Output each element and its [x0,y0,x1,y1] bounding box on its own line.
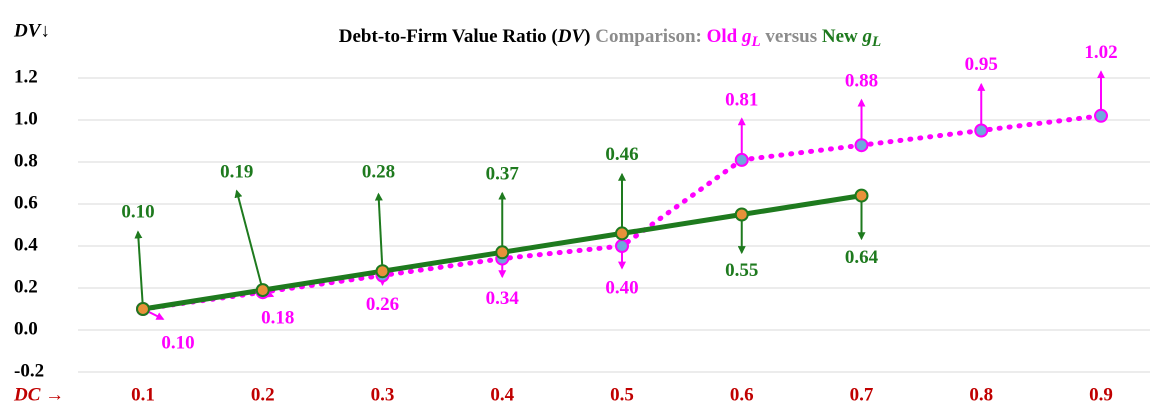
y-tick-label: 0.8 [14,150,38,171]
data-point [854,188,869,203]
title-part: DV [557,26,586,47]
data-label: 0.10 [121,201,154,222]
subtitle: Comparison: [595,26,702,47]
legend-label: Old [707,26,738,47]
y-tick-label: 0.6 [14,192,38,213]
legend-subscript: L [871,34,881,50]
title-part: ) [584,26,590,47]
data-label: 0.95 [965,54,998,75]
data-label: 0.46 [605,144,638,165]
title-part: Debt-to-Firm Value Ratio ( [339,26,558,47]
data-label: 0.19 [220,161,253,182]
data-point [615,239,629,253]
x-tick-label: 0.9 [1089,384,1113,405]
x-axis-label: DC → [13,384,64,405]
data-point [615,226,629,241]
data-label: 0.18 [261,308,294,329]
x-tick-label: 0.6 [730,384,754,405]
y-tick-label: 0.0 [14,318,38,339]
annotation-arrow [234,189,264,291]
annotation-arrow [374,192,384,272]
data-label: 0.37 [486,164,520,185]
data-point [854,138,869,153]
conjunction: versus [765,26,817,47]
data-point [495,245,510,260]
data-label: 0.64 [845,247,879,268]
data-label: 0.34 [486,288,520,309]
data-point [974,123,989,138]
data-label: 1.02 [1084,42,1117,63]
legend-symbol: g [862,26,873,47]
x-tick-label: 0.3 [371,384,395,405]
y-tick-label: 1.2 [14,66,38,87]
data-label: 0.10 [161,332,194,353]
legend-subscript: L [751,34,761,50]
x-tick-label: 0.5 [610,384,634,405]
data-label: 0.88 [845,71,878,92]
x-tick-label: 0.8 [969,384,993,405]
legend-label: New [822,26,858,47]
chart-title: Debt-to-Firm Value Ratio (DV) Comparison… [339,26,881,52]
y-tick-label: 0.2 [14,276,38,297]
x-tick-label: 0.2 [251,384,275,405]
y-axis-label: DV↓ [13,20,50,41]
data-point [1094,108,1108,123]
y-tick-label: 1.0 [14,108,38,129]
data-label: 0.81 [725,89,758,110]
x-tick-label: 0.4 [490,384,514,405]
data-point [734,152,749,167]
data-label: 0.28 [362,162,395,183]
data-label: 0.26 [366,294,399,315]
data-point [734,207,749,222]
y-tick-label: -0.2 [14,360,44,381]
data-label: 0.55 [725,260,758,281]
data-point [255,283,270,298]
y-tick-label: 0.4 [14,234,38,255]
data-label: 0.40 [605,277,638,298]
x-tick-label: 0.1 [131,384,155,405]
data-point [375,264,390,279]
data-point [136,302,150,316]
annotation-arrow [134,230,144,310]
x-tick-label: 0.7 [850,384,874,405]
legend-symbol: g [741,26,752,47]
